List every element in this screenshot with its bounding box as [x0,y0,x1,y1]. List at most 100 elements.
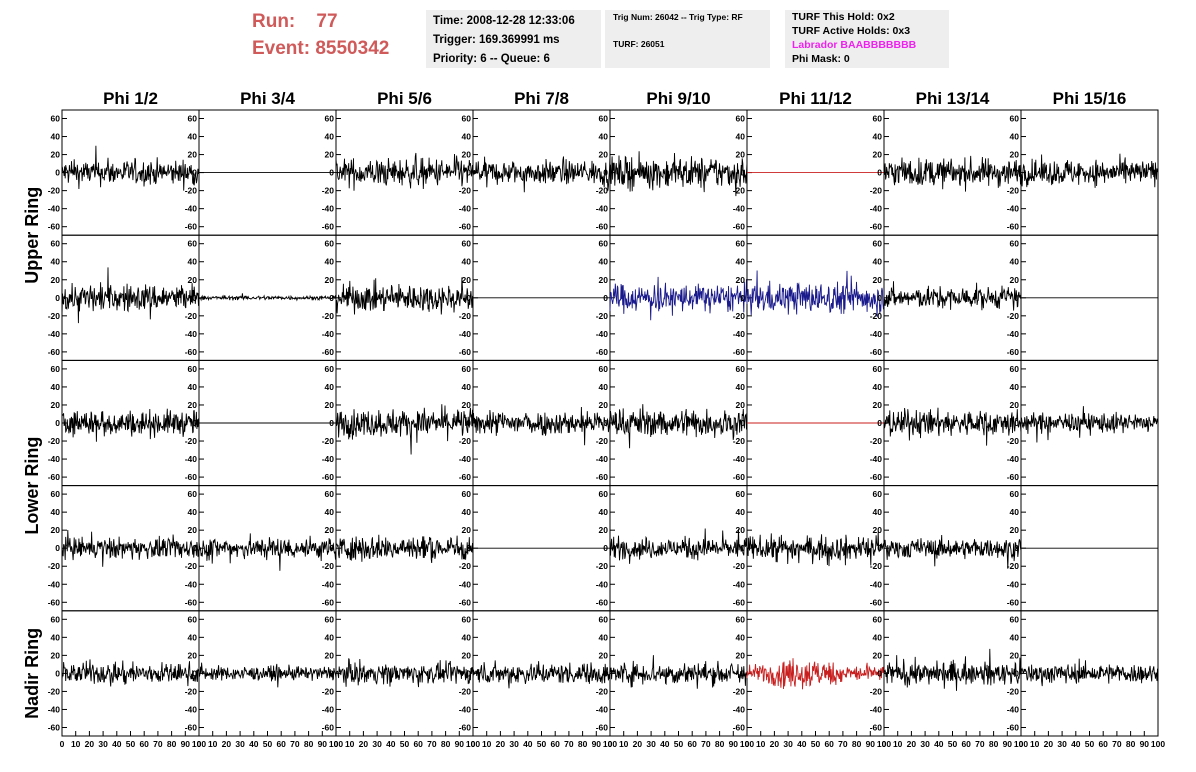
x-tick-label: 40 [249,739,259,749]
y-tick-label: -60 [870,472,883,482]
y-tick-label: 20 [873,150,883,160]
y-tick-label: -20 [733,311,746,321]
y-tick-label: 60 [51,364,61,374]
y-tick-label: 40 [736,382,746,392]
y-tick-label: -20 [459,561,472,571]
y-tick-label: 60 [736,489,746,499]
y-tick-label: -40 [870,204,883,214]
y-tick-label: 20 [325,400,335,410]
y-tick-label: 0 [329,668,334,678]
y-tick-label: 40 [873,132,883,142]
priority-text: Priority: 6 -- Queue: 6 [433,53,550,65]
run-label: Run: [252,11,296,32]
x-tick-label: 90 [181,739,191,749]
y-tick-label: 0 [740,168,745,178]
waveform-trace [335,404,474,455]
y-tick-label: -60 [322,222,335,232]
waveform-trace [472,406,611,446]
y-tick-label: -60 [322,597,335,607]
y-tick-label: 0 [740,293,745,303]
y-tick-label: 60 [188,114,198,124]
y-tick-label: -60 [48,597,61,607]
y-tick-label: -60 [322,722,335,732]
y-tick-label: -60 [459,222,472,232]
y-tick-label: 40 [873,257,883,267]
waveform-trace [1020,658,1159,687]
y-tick-label: -20 [1007,686,1020,696]
y-tick-label: 20 [325,650,335,660]
x-tick-label: 0 [1019,739,1024,749]
y-tick-label: -20 [185,186,198,196]
waveform-trace [335,152,474,191]
y-tick-label: 0 [55,418,60,428]
x-tick-label: 60 [276,739,286,749]
y-tick-label: -60 [870,597,883,607]
x-tick-label: 10 [1030,739,1040,749]
x-tick-label: 20 [496,739,506,749]
y-tick-label: -40 [733,579,746,589]
x-tick-label: 0 [608,739,613,749]
turf-info-panel: TURF This Hold: 0x2 TURF Active Holds: 0… [785,10,949,68]
y-tick-label: 60 [51,489,61,499]
x-tick-label: 100 [740,739,754,749]
x-tick-label: 0 [745,739,750,749]
y-tick-label: -60 [48,222,61,232]
y-tick-label: 60 [1010,114,1020,124]
x-tick-label: 50 [948,739,958,749]
y-tick-label: 40 [873,632,883,642]
y-tick-label: 0 [329,293,334,303]
y-tick-label: 40 [325,132,335,142]
x-tick-label: 10 [482,739,492,749]
y-tick-label: 20 [325,275,335,285]
y-tick-label: 20 [736,150,746,160]
turf-text: TURF: 26051 [613,39,665,49]
y-tick-label: 0 [466,168,471,178]
y-tick-label: 60 [736,614,746,624]
column-header-5: Phi 9/10 [646,89,710,108]
y-tick-label: -20 [1007,561,1020,571]
y-tick-label: -40 [1007,204,1020,214]
waveform-trace [746,531,885,567]
waveform-trace [61,529,200,567]
y-tick-label: 40 [736,257,746,267]
y-tick-label: 60 [599,114,609,124]
y-tick-label: -40 [733,704,746,714]
y-tick-label: 0 [877,418,882,428]
y-tick-label: 20 [599,650,609,660]
y-tick-label: -40 [870,704,883,714]
y-tick-label: -60 [48,347,61,357]
y-tick-label: 60 [188,489,198,499]
y-tick-label: -20 [48,561,61,571]
y-tick-label: -60 [459,722,472,732]
x-tick-label: 70 [1112,739,1122,749]
waveform-trace [609,276,748,321]
y-tick-label: 60 [873,364,883,374]
x-tick-label: 0 [882,739,887,749]
y-tick-label: -40 [48,329,61,339]
x-tick-label: 80 [852,739,862,749]
x-tick-label: 100 [1014,739,1028,749]
y-tick-label: 60 [325,239,335,249]
y-tick-label: -40 [596,454,609,464]
y-tick-label: 60 [599,239,609,249]
y-tick-label: 20 [51,525,61,535]
y-tick-label: 20 [873,525,883,535]
y-tick-label: 40 [873,507,883,517]
y-tick-label: 60 [188,364,198,374]
waveform-trace [883,648,1022,691]
y-tick-label: 60 [599,364,609,374]
y-tick-label: -60 [1007,597,1020,607]
x-tick-label: 30 [646,739,656,749]
y-tick-label: 20 [188,400,198,410]
x-tick-label: 100 [466,739,480,749]
y-tick-label: -20 [322,436,335,446]
y-tick-label: 60 [873,239,883,249]
y-tick-label: 0 [603,168,608,178]
y-tick-label: 20 [51,650,61,660]
y-tick-label: -60 [596,222,609,232]
x-tick-label: 30 [920,739,930,749]
y-tick-label: 20 [599,400,609,410]
y-tick-label: -40 [185,454,198,464]
y-tick-label: -40 [870,454,883,464]
x-tick-label: 40 [1071,739,1081,749]
